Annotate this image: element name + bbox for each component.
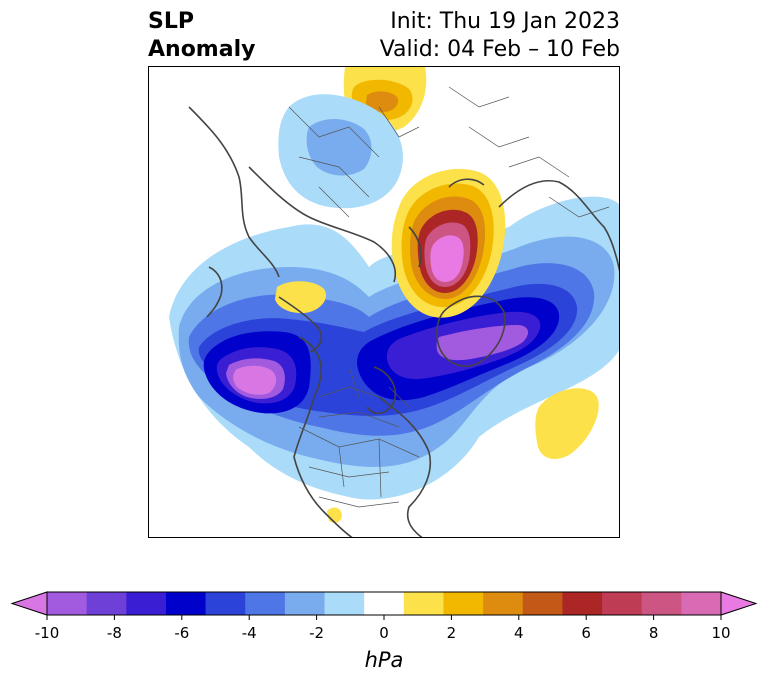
colorbar-swatch xyxy=(522,592,563,615)
coastlines xyxy=(188,106,619,537)
contour-neg-7 xyxy=(226,325,529,399)
title-variable: SLP xyxy=(148,9,194,34)
colorbar-swatch xyxy=(86,592,127,615)
contour-pos-asia xyxy=(275,281,327,314)
colorbar-tick-label: 0 xyxy=(379,624,389,642)
contour-pos-mexico xyxy=(327,507,342,523)
contour-pos-atlantic xyxy=(535,388,599,459)
colorbar-tick-label: -4 xyxy=(242,624,257,642)
title-right: Init: Thu 19 Jan 2023 Valid: 04 Feb – 10… xyxy=(380,8,620,64)
coastline-eastasia xyxy=(188,106,280,278)
colorbar-tick-label: -8 xyxy=(107,624,122,642)
coastline-greenland xyxy=(436,295,506,367)
colorbar-swatch xyxy=(602,592,643,615)
valid-range: Valid: 04 Feb – 10 Feb xyxy=(379,37,620,62)
colorbar-swatch xyxy=(403,592,444,615)
title-left: SLP Anomaly xyxy=(148,8,255,64)
coastline-japan xyxy=(206,266,223,318)
colorbar-swatch xyxy=(681,592,722,615)
init-date: Init: Thu 19 Jan 2023 xyxy=(390,9,620,34)
border-lines-eurasia xyxy=(288,86,610,218)
colorbar-swatch xyxy=(126,592,167,615)
colorbar-tick-label: 8 xyxy=(649,624,659,642)
border-lines-northamerica xyxy=(298,411,420,508)
colorbar-swatch xyxy=(165,592,207,615)
coastline-europe xyxy=(498,180,619,272)
colorbar-extend-low xyxy=(10,591,48,616)
colorbar-swatch xyxy=(324,592,365,615)
positive-anomaly-contours xyxy=(275,67,599,523)
colorbar-swatch xyxy=(483,592,524,615)
colorbar-tick-label: -2 xyxy=(309,624,324,642)
colorbar-svg: -10 -8 -6 -4 -2 0 2 4 6 8 10 xyxy=(10,591,758,642)
coastline-asia-north xyxy=(248,166,396,283)
political-borders xyxy=(288,86,610,508)
coastline-north-america-east xyxy=(378,396,432,537)
colorbar-unit-label: hPa xyxy=(364,648,404,672)
colorbar-tick-label: 6 xyxy=(581,624,591,642)
coastline-alaska xyxy=(278,296,323,353)
map-panel xyxy=(148,66,620,538)
coastline-north-america-west xyxy=(293,336,353,537)
anomaly-map xyxy=(169,67,619,537)
contour-neg-8 xyxy=(233,365,277,395)
colorbar-tick-label: 4 xyxy=(514,624,524,642)
border-lines-canada xyxy=(318,366,410,408)
contour-pos-north-3 xyxy=(366,91,399,113)
coastline-arctic-islands xyxy=(408,178,485,268)
coastline-hudson xyxy=(366,366,396,415)
colorbar-tick-label: -10 xyxy=(35,624,60,642)
colorbar-swatch xyxy=(205,592,246,615)
colorbar: -10 -8 -6 -4 -2 0 2 4 6 8 10 xyxy=(0,588,768,678)
colorbar-swatch xyxy=(284,592,326,615)
colorbar-extend-high xyxy=(720,591,758,616)
title-type: Anomaly xyxy=(148,37,256,62)
colorbar-swatch xyxy=(364,592,405,615)
colorbar-swatch xyxy=(641,592,682,615)
colorbar-swatch xyxy=(47,592,88,615)
contour-pos-6 xyxy=(430,235,464,282)
colorbar-tick-label: 10 xyxy=(711,624,730,642)
colorbar-swatch xyxy=(562,592,603,615)
colorbar-swatch xyxy=(245,592,286,615)
colorbar-swatch xyxy=(443,592,484,615)
colorbar-tick-label: -6 xyxy=(174,624,189,642)
colorbar-tick-label: 2 xyxy=(447,624,457,642)
